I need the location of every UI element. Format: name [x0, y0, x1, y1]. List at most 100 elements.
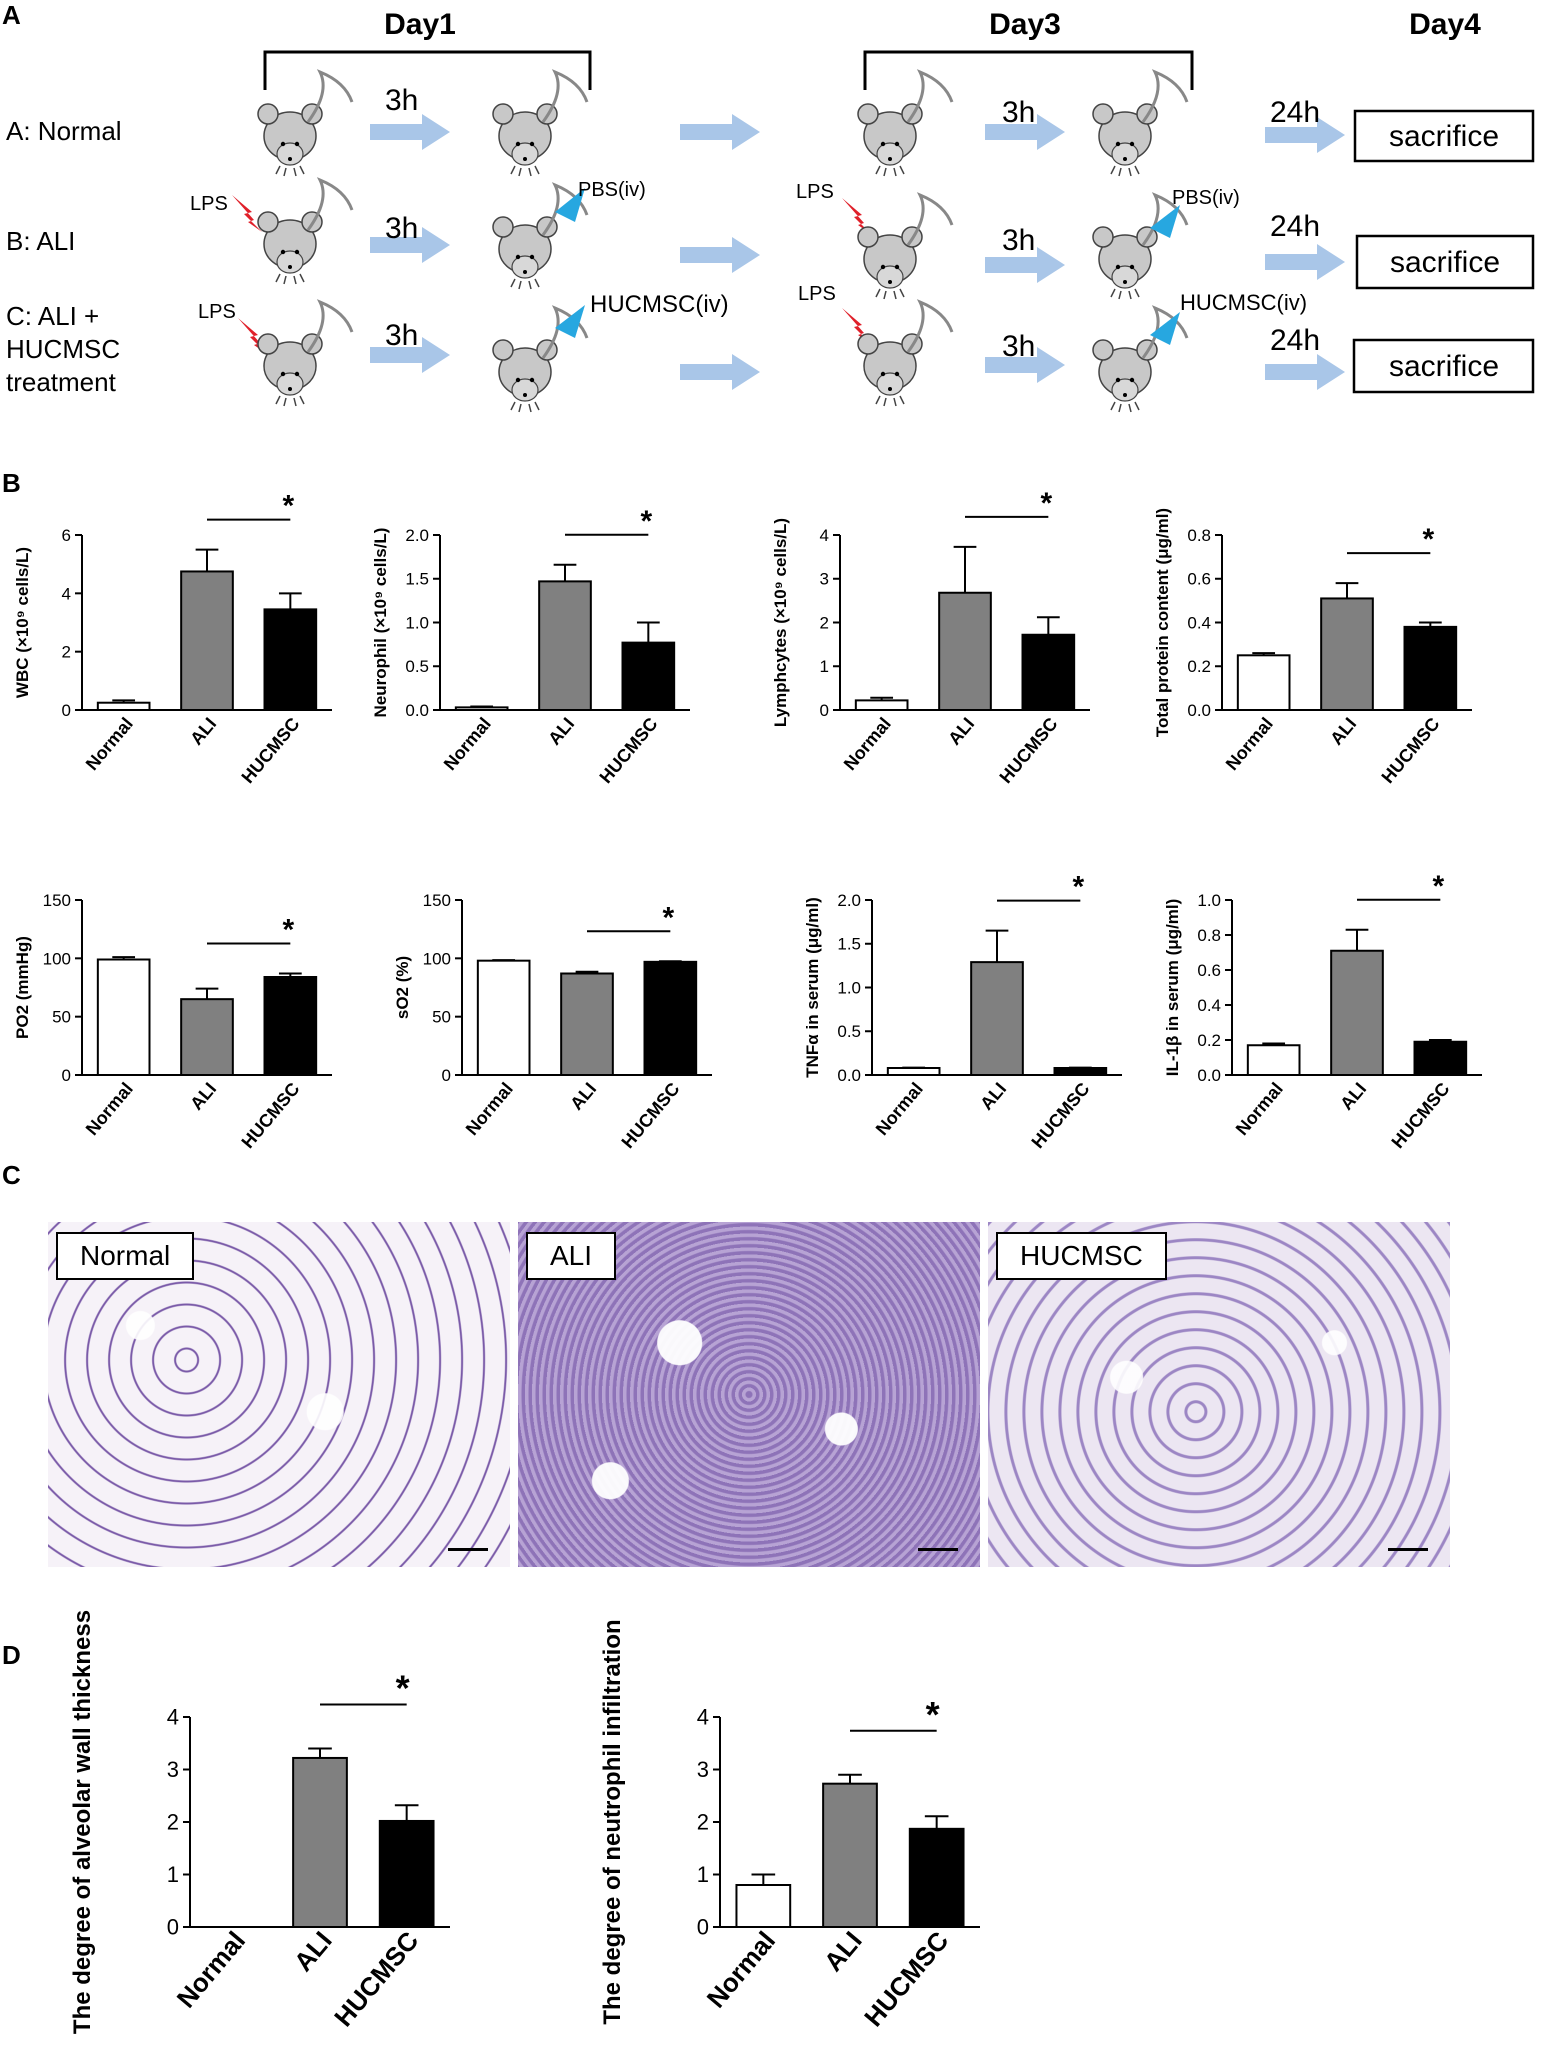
significance-star: * — [282, 914, 294, 947]
y-tick-label: 1 — [820, 657, 829, 676]
x-tick-label: ALI — [544, 714, 578, 749]
x-tick-label: ALI — [944, 714, 978, 749]
y-tick-label: 1.5 — [837, 935, 861, 954]
bar — [263, 608, 318, 711]
x-tick-label: Normal — [82, 1079, 137, 1139]
bar — [822, 1782, 878, 1928]
x-tick-label: Normal — [82, 714, 137, 774]
group-c-label-2: HUCMSC — [6, 334, 120, 364]
y-axis-label: Total protein content (μg/ml) — [1153, 508, 1172, 737]
bar — [938, 591, 992, 711]
chart-group: 0.0 0.5 1.0 1.5 2.0 TNFα in serum (μg/ml) Norm… — [803, 871, 1122, 1152]
bar — [854, 699, 909, 711]
bar-chart-tnfa: 0.0 0.5 1.0 1.5 2.0 TNFα in serum (μg/ml) Norm… — [803, 871, 1122, 1152]
y-tick-label: 1.0 — [1197, 891, 1221, 910]
row-a-sacrifice: sacrifice — [1389, 120, 1499, 153]
x-tick-label: Normal — [171, 1926, 252, 2014]
bar-chart-alveolar-wall: 0 1 2 3 4 The degree of alveolar wall thickne… — [69, 1610, 450, 2034]
bar — [476, 959, 531, 1076]
bar — [970, 961, 1024, 1076]
row-c-24h: 24h — [1270, 324, 1320, 357]
bar — [538, 580, 592, 711]
x-tick-label: HUCMSC — [1377, 714, 1443, 787]
row-c-3h-1: 3h — [385, 319, 418, 352]
bar — [1246, 1044, 1301, 1076]
y-tick-label: 50 — [432, 1008, 451, 1027]
x-tick-label: HUCMSC — [237, 714, 303, 787]
lps-icon — [842, 198, 872, 235]
y-tick-label: 0.0 — [405, 701, 429, 720]
y-tick-label: 0 — [62, 1066, 71, 1085]
chart-group: 0.0 0.2 0.4 0.6 0.8 1.0 IL-1β in serum (μg/ml)… — [1163, 870, 1482, 1152]
bar — [560, 972, 614, 1076]
x-tick-label: HUCMSC — [858, 1925, 954, 2032]
bar — [96, 701, 151, 711]
injection-icon — [1150, 205, 1180, 238]
lps-icon — [232, 195, 262, 232]
bar — [454, 706, 509, 711]
lps-icon — [842, 308, 872, 345]
group-a-label: A: Normal — [6, 116, 122, 146]
row-b-pbs-2: PBS(iv) — [1172, 187, 1240, 209]
y-tick-label: 1.0 — [837, 978, 861, 997]
y-tick-label: 6 — [62, 526, 71, 545]
y-tick-label: 1 — [697, 1862, 709, 1887]
x-tick-label: Normal — [440, 714, 495, 774]
scale-bar — [918, 1548, 958, 1551]
y-tick-label: 0.8 — [1187, 526, 1211, 545]
row-c-hucmsc-2: HUCMSC(iv) — [1180, 290, 1307, 315]
y-tick-label: 3 — [820, 570, 829, 589]
row-c-lps-2: LPS — [798, 283, 836, 305]
chart-group: 0 1 2 3 4 The degree of alveolar wall thickne… — [69, 1610, 450, 2034]
y-tick-label: 0.5 — [405, 657, 429, 676]
histology-ali: ALI — [518, 1222, 980, 1567]
injection-icon — [555, 305, 585, 338]
y-tick-label: 2 — [697, 1810, 709, 1835]
y-tick-label: 1.5 — [405, 570, 429, 589]
chart-group: 0 1 2 3 4 Lymphcytes (×10⁹ cells/L) Normal ALI H… — [771, 487, 1090, 787]
day4-label: Day4 — [1409, 8, 1481, 41]
bar — [292, 1756, 348, 1928]
bar — [1330, 949, 1384, 1076]
significance-star: * — [396, 1668, 410, 1709]
group-c-label-3: treatment — [6, 367, 117, 397]
significance-star: * — [1432, 870, 1444, 903]
y-tick-label: 150 — [43, 891, 71, 910]
bar — [1403, 625, 1458, 711]
x-tick-label: HUCMSC — [1027, 1079, 1093, 1152]
y-tick-label: 4 — [697, 1705, 709, 1730]
histology-hucmsc: HUCMSC — [988, 1222, 1450, 1567]
significance-star: * — [1040, 487, 1052, 520]
y-tick-label: 4 — [62, 584, 71, 603]
significance-star: * — [282, 490, 294, 523]
significance-star: * — [1422, 523, 1434, 556]
y-tick-label: 0.2 — [1187, 657, 1211, 676]
bar — [378, 1819, 435, 1928]
bar — [1021, 633, 1076, 711]
row-c-lps-1: LPS — [198, 301, 236, 323]
chart-group: 0 2 4 6 WBC (×10⁹ cells/L) Normal ALI HUCMSC * — [13, 490, 332, 787]
y-tick-label: 4 — [167, 1705, 179, 1730]
y-tick-label: 0.0 — [1197, 1066, 1221, 1085]
panel-letter-c: C — [2, 1160, 21, 1190]
x-tick-label: ALI — [566, 1079, 600, 1114]
row-b-lps-2: LPS — [796, 181, 834, 203]
x-tick-label: HUCMSC — [595, 714, 661, 787]
y-axis-label: Lymphcytes (×10⁹ cells/L) — [771, 518, 790, 727]
histology-normal-label: Normal — [56, 1232, 195, 1280]
injection-icon — [555, 188, 585, 222]
row-c-3h-2: 3h — [1002, 330, 1035, 363]
y-axis-label: PO2 (mmHg) — [13, 936, 32, 1039]
group-b-label: B: ALI — [6, 226, 75, 256]
histology-ali-label: ALI — [526, 1232, 617, 1280]
row-b-pbs-1: PBS(iv) — [578, 179, 646, 201]
row-b-lps-1: LPS — [190, 193, 228, 215]
y-tick-label: 0.6 — [1197, 961, 1221, 980]
y-tick-label: 4 — [820, 526, 829, 545]
panel-letter-a: A — [2, 0, 21, 30]
histology-hucmsc-label: HUCMSC — [996, 1232, 1167, 1280]
significance-star: * — [1072, 871, 1084, 904]
bar — [908, 1827, 965, 1928]
chart-group: 0 50 100 150 sO2 (%) Normal ALI HUCMSC * — [393, 891, 712, 1152]
row-b-3h-2: 3h — [1002, 224, 1035, 257]
